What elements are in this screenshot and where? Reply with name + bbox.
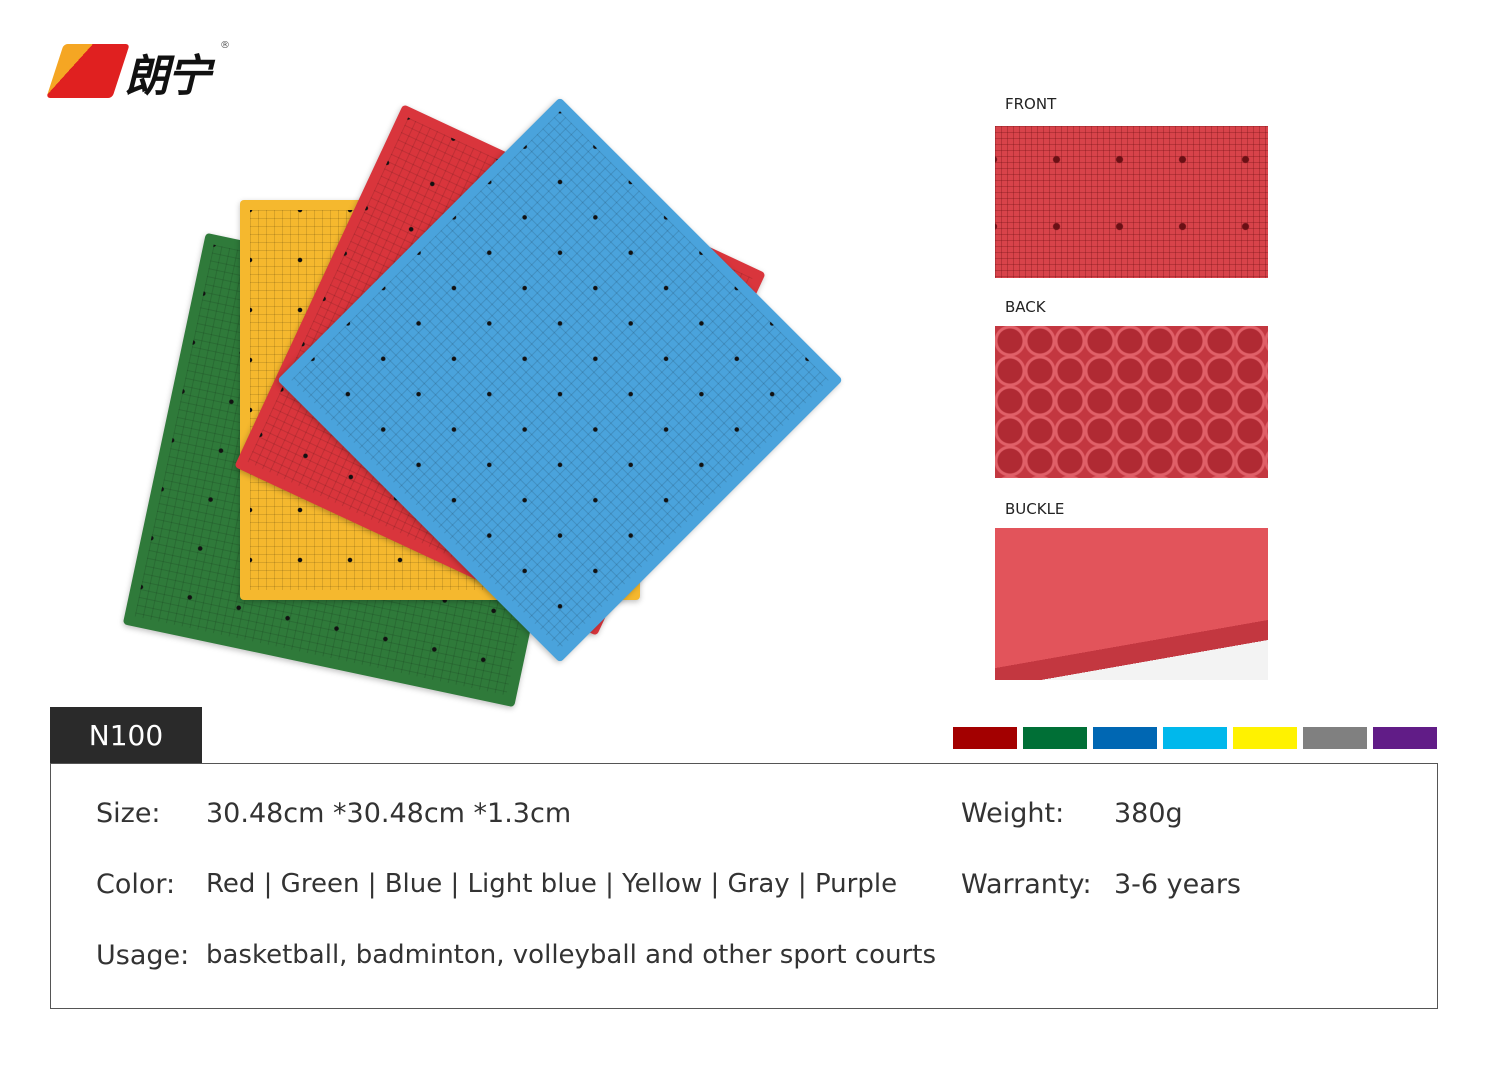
size-value: 30.48cm *30.48cm *1.3cm xyxy=(206,798,572,829)
logo-text: 朗宁 xyxy=(125,51,211,102)
weight-value: 380g xyxy=(1114,798,1183,829)
warranty-label: Warranty: xyxy=(961,869,1092,900)
size-label: Size: xyxy=(96,798,161,829)
color-label: Color: xyxy=(96,869,176,900)
front-label: FRONT xyxy=(1005,95,1057,113)
logo-mark-icon xyxy=(46,44,130,98)
buckle-image xyxy=(995,528,1268,680)
back-label: BACK xyxy=(1005,298,1046,316)
swatch-blue xyxy=(1093,727,1157,749)
swatch-red xyxy=(953,727,1017,749)
swatch-purple xyxy=(1373,727,1437,749)
back-image xyxy=(995,326,1268,478)
color-swatches xyxy=(953,727,1437,749)
usage-value: basketball, badminton, volleyball and ot… xyxy=(206,940,936,970)
swatch-gray xyxy=(1303,727,1367,749)
swatch-light-blue xyxy=(1163,727,1227,749)
usage-label: Usage: xyxy=(96,940,190,971)
brand-logo: 朗宁 ® xyxy=(46,40,235,102)
registered-mark: ® xyxy=(220,40,230,51)
weight-label: Weight: xyxy=(961,798,1065,829)
color-value: Red | Green | Blue | Light blue | Yellow… xyxy=(206,869,898,899)
swatch-yellow xyxy=(1233,727,1297,749)
spec-box xyxy=(50,763,1438,1009)
warranty-value: 3-6 years xyxy=(1114,869,1241,900)
buckle-label: BUCKLE xyxy=(1005,500,1065,518)
swatch-green xyxy=(1023,727,1087,749)
model-tag: N100 xyxy=(50,707,202,763)
front-image xyxy=(995,126,1268,278)
